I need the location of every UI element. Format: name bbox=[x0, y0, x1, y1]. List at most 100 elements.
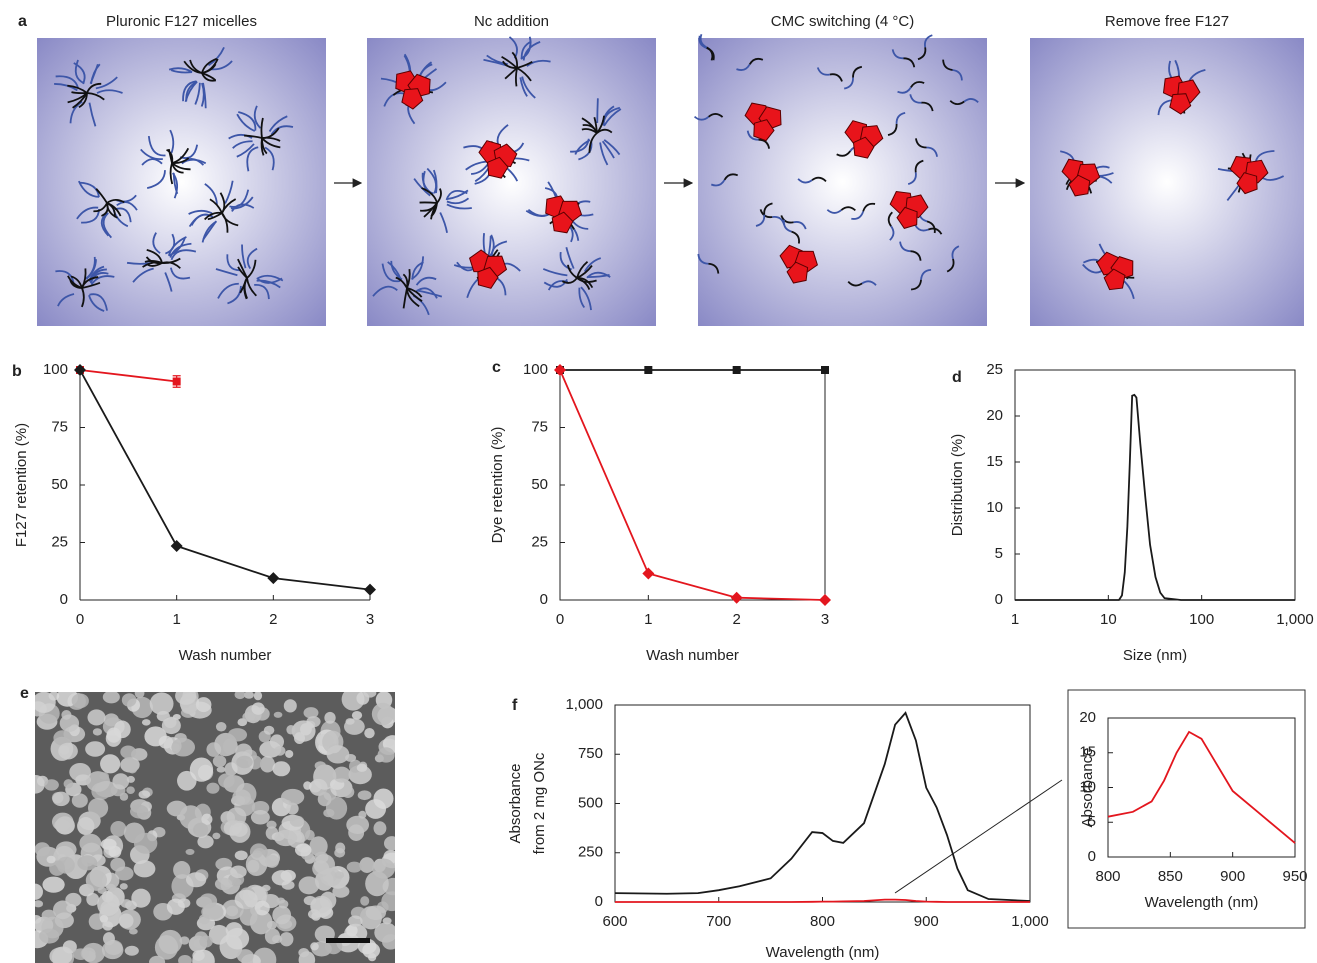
y-tick-label: 20 bbox=[986, 407, 1003, 424]
polymer-blue bbox=[797, 178, 813, 184]
x-tick-label: 1,000 bbox=[1011, 913, 1049, 930]
y-axis-label: Distribution (%) bbox=[949, 434, 966, 537]
marker bbox=[730, 591, 743, 604]
polymer-black bbox=[144, 260, 163, 264]
tem-particle bbox=[106, 727, 122, 743]
polymer-black bbox=[763, 202, 773, 215]
tem-particle bbox=[214, 877, 233, 891]
polymer-blue bbox=[204, 183, 218, 205]
tem-particle bbox=[274, 745, 286, 756]
tem-particle bbox=[131, 888, 151, 908]
tem-particle bbox=[121, 693, 137, 707]
tem-particle bbox=[44, 779, 59, 791]
polymer-black bbox=[86, 92, 105, 101]
polymer-blue bbox=[246, 146, 259, 172]
nanocrystal bbox=[401, 88, 424, 110]
polymer-blue bbox=[413, 178, 431, 197]
tem-particle bbox=[46, 855, 56, 864]
nanocrystal bbox=[753, 119, 775, 142]
polymer-blue bbox=[381, 263, 401, 283]
polymer-black bbox=[436, 188, 442, 204]
x-tick-label: 1 bbox=[172, 611, 180, 628]
tem-particle bbox=[55, 841, 77, 858]
tem-particle bbox=[58, 742, 78, 760]
tem-particle bbox=[332, 766, 351, 783]
tem-particle bbox=[232, 789, 251, 806]
polymer-blue bbox=[194, 82, 201, 105]
tem-particle bbox=[272, 905, 292, 925]
y-tick-label: 25 bbox=[986, 361, 1003, 378]
marker bbox=[732, 366, 741, 374]
tem-particle bbox=[39, 928, 60, 944]
schematic: Pluronic F127 micelles Nc addition CMC swi… bbox=[37, 13, 1304, 326]
tem-particle bbox=[266, 920, 277, 930]
tem-particle bbox=[101, 940, 124, 960]
polymer-blue bbox=[578, 287, 586, 309]
marker bbox=[267, 572, 280, 585]
tem-particle bbox=[154, 935, 179, 960]
tem-particle bbox=[357, 790, 372, 801]
tem-particle bbox=[215, 722, 227, 732]
tem-particle bbox=[310, 942, 319, 951]
polymer-blue bbox=[170, 69, 193, 74]
polymer-black bbox=[161, 257, 181, 264]
y-tick-label: 1,000 bbox=[565, 696, 603, 713]
tem-particle bbox=[133, 832, 158, 854]
x-tick-label: 3 bbox=[821, 611, 829, 628]
polymer-blue bbox=[963, 98, 979, 103]
polymer-blue bbox=[844, 77, 854, 90]
polymer-blue bbox=[909, 94, 922, 104]
tem-particle bbox=[234, 692, 246, 700]
marker bbox=[170, 539, 183, 552]
polymer-black bbox=[516, 67, 532, 82]
polymer-blue bbox=[132, 267, 154, 283]
polymer-blue bbox=[215, 268, 238, 277]
tem-particle bbox=[269, 734, 285, 750]
polymer-blue bbox=[547, 280, 569, 291]
x-axis-label: Wavelength (nm) bbox=[766, 944, 880, 961]
polymer-blue bbox=[254, 283, 270, 300]
tem-particle bbox=[362, 942, 381, 959]
polymer-black bbox=[260, 117, 264, 139]
polymer-black bbox=[243, 277, 248, 300]
series-line bbox=[615, 898, 1030, 903]
tem-particle bbox=[252, 850, 263, 858]
polymer-black bbox=[101, 202, 109, 217]
polymer-blue bbox=[224, 180, 234, 204]
polymer-black bbox=[915, 138, 927, 149]
polymer-black bbox=[246, 259, 257, 279]
polymer-black bbox=[926, 220, 936, 234]
polymer-blue bbox=[907, 172, 917, 186]
polymer-blue bbox=[188, 209, 213, 215]
tem-particle bbox=[79, 833, 102, 853]
plot-frame bbox=[614, 704, 1031, 903]
y-axis-label: from 2 mg ONc bbox=[531, 752, 548, 854]
y-tick-label: 75 bbox=[51, 418, 68, 435]
polymer-blue bbox=[522, 41, 541, 61]
x-tick-label: 1,000 bbox=[1276, 611, 1314, 628]
polymer-black bbox=[95, 188, 108, 204]
x-axis-label: Wash number bbox=[179, 647, 272, 664]
tem-particle bbox=[381, 891, 395, 912]
tem-particle bbox=[283, 699, 297, 713]
polymer-black bbox=[261, 137, 281, 149]
tem-particle bbox=[178, 955, 192, 963]
y-tick-label: 25 bbox=[531, 533, 548, 550]
tem-particle bbox=[69, 762, 91, 782]
x-tick-label: 0 bbox=[76, 611, 84, 628]
series-line bbox=[1015, 393, 1295, 601]
tem-particle bbox=[285, 749, 294, 758]
tem-particle bbox=[259, 756, 275, 773]
panel-letter: b bbox=[12, 363, 22, 380]
polymer-black bbox=[903, 57, 916, 68]
tem-particle bbox=[359, 857, 375, 873]
y-tick-label: 500 bbox=[578, 794, 603, 811]
polymer-black bbox=[942, 59, 953, 71]
polymer-black bbox=[910, 250, 922, 261]
polymer-blue bbox=[256, 279, 281, 289]
tem-particle bbox=[212, 755, 227, 768]
tem-particle bbox=[63, 779, 74, 789]
tem-particle bbox=[281, 788, 305, 806]
tem-particle bbox=[266, 820, 277, 829]
polymer-black bbox=[515, 67, 518, 87]
